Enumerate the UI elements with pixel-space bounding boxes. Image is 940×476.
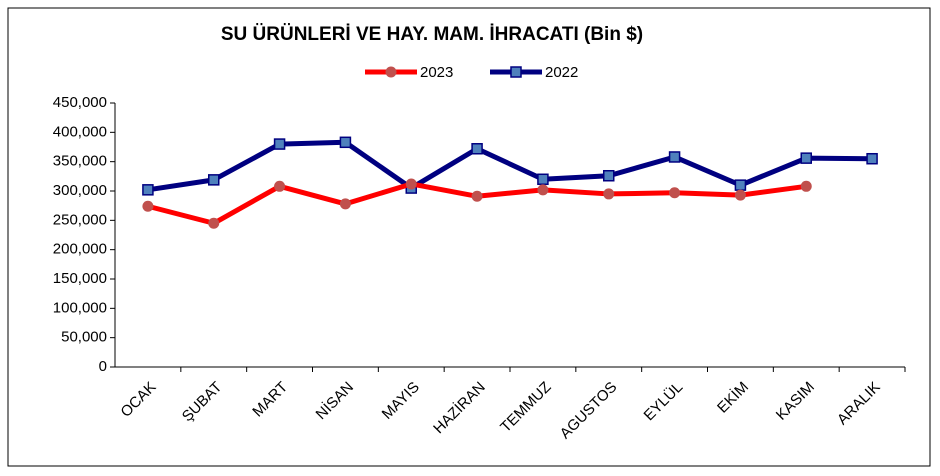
y-tick-label: 100,000 xyxy=(53,299,107,316)
marker xyxy=(208,217,220,229)
marker xyxy=(669,187,681,199)
chart-title: SU ÜRÜNLERİ VE HAY. MAM. İHRACATI (Bin $… xyxy=(221,24,643,45)
marker xyxy=(208,174,220,186)
legend-marker xyxy=(385,66,397,78)
series-line xyxy=(147,139,873,193)
marker xyxy=(734,189,746,201)
marker xyxy=(405,178,417,190)
chart-border xyxy=(7,7,931,467)
marker xyxy=(603,169,615,182)
marker xyxy=(339,198,351,210)
marker xyxy=(339,136,352,149)
marker xyxy=(273,138,286,150)
y-tick-label: 250,000 xyxy=(53,211,107,228)
y-tick-label: 150,000 xyxy=(53,270,107,287)
marker xyxy=(471,143,483,155)
marker xyxy=(274,180,286,192)
marker xyxy=(800,180,812,192)
legend-label: 2023 xyxy=(420,64,453,81)
marker xyxy=(603,188,615,200)
y-tick-label: 300,000 xyxy=(53,182,107,199)
y-tick-label: 450,000 xyxy=(53,94,107,111)
marker xyxy=(668,151,681,163)
marker xyxy=(142,200,154,212)
marker xyxy=(537,173,549,186)
y-tick-label: 350,000 xyxy=(53,153,107,170)
y-tick-label: 200,000 xyxy=(53,241,107,258)
legend-marker xyxy=(510,66,522,78)
y-tick-label: 50,000 xyxy=(61,329,107,346)
marker xyxy=(537,184,549,196)
y-tick-label: 0 xyxy=(99,358,107,375)
marker xyxy=(734,179,747,191)
marker xyxy=(142,184,154,196)
marker xyxy=(471,190,483,202)
marker xyxy=(866,152,878,165)
y-tick-label: 400,000 xyxy=(53,123,107,140)
legend-label: 2022 xyxy=(545,64,578,81)
marker xyxy=(800,152,812,164)
